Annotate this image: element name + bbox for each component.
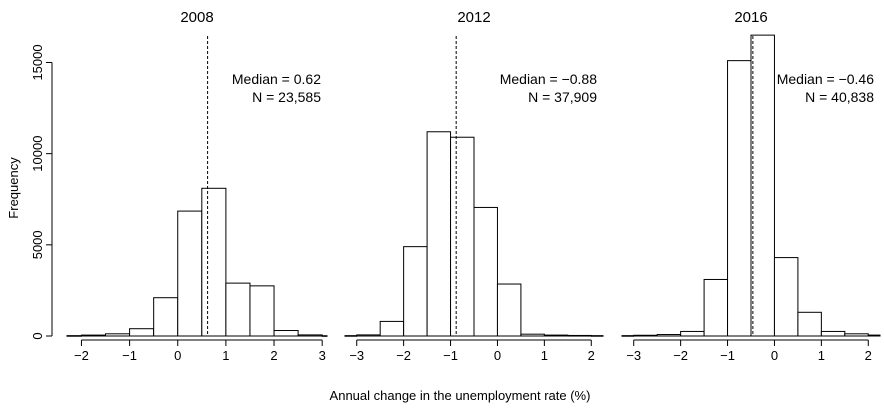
x-tick-label: 1 [818,348,825,363]
histogram-bar [496,283,522,337]
x-tick-label: 0 [174,348,181,363]
y-tick-label: 5000 [30,230,45,259]
n-annotation: N = 40,838 [805,89,874,105]
histogram-bar [727,60,752,337]
histogram-bar [249,285,275,337]
x-tick-label: −2 [74,348,89,363]
histogram-bar [703,278,729,337]
x-axis-label: Annual change in the unemployment rate (… [330,388,591,403]
y-tick-label: 10000 [30,136,45,172]
median-annotation: Median = 0.62 [232,71,321,87]
y-axis-label: Frequency [6,157,21,219]
panel-title: 2008 [180,9,213,26]
histogram-bar [820,330,846,337]
histogram-bar [680,330,705,337]
x-tick-label: −3 [626,348,641,363]
x-tick-label: 2 [588,348,595,363]
x-tick-label: −1 [443,348,458,363]
panel-title: 2012 [457,9,490,26]
median-annotation: Median = −0.88 [500,71,598,87]
histogram-bar [450,136,475,337]
x-tick-label: −1 [122,348,137,363]
histogram-bar [177,210,203,337]
x-tick-label: −1 [720,348,735,363]
n-annotation: N = 37,909 [528,89,597,105]
n-annotation: N = 23,585 [252,89,321,105]
histogram-bar [225,282,251,337]
x-tick-label: 2 [270,348,277,363]
x-tick-label: −2 [673,348,688,363]
y-tick-label: 0 [30,332,45,339]
y-tick-label: 15000 [30,44,45,80]
histogram-bar [750,34,775,337]
histogram-bar [426,131,452,337]
histogram-bar [153,297,179,337]
x-tick-label: 1 [222,348,229,363]
x-tick-label: 0 [771,348,778,363]
x-tick-label: 3 [319,348,326,363]
x-tick-label: 0 [494,348,501,363]
histogram-bar [129,328,155,337]
x-tick-label: −2 [396,348,411,363]
histogram-bar [773,257,799,337]
x-tick-label: 1 [541,348,548,363]
histogram-bar [473,206,498,337]
median-annotation: Median = −0.46 [777,71,875,87]
histogram-bar [403,246,428,337]
panel-title: 2016 [734,9,767,26]
histogram-bar [273,330,299,337]
histogram-bar [379,320,405,337]
histogram-bar [201,187,227,337]
histogram-bar [797,311,822,337]
x-tick-label: −3 [349,348,364,363]
x-tick-label: 2 [865,348,872,363]
